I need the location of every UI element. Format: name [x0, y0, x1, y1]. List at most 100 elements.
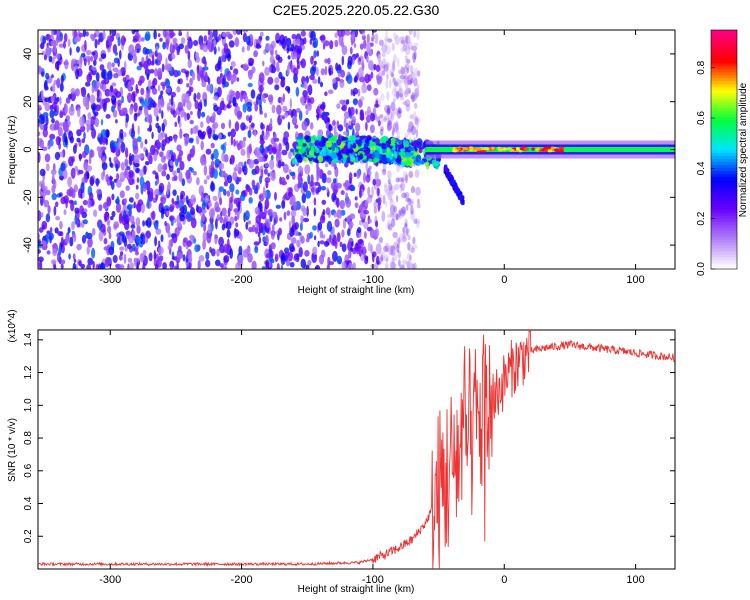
noise-cell	[328, 123, 333, 132]
noise-cell	[341, 55, 345, 66]
noise-cell	[394, 183, 400, 191]
noise-cell	[92, 260, 95, 269]
noise-cell	[276, 66, 280, 73]
colorbar-step	[711, 68, 737, 73]
noise-cell	[127, 92, 132, 104]
noise-cell	[390, 245, 396, 257]
noise-cell	[91, 84, 95, 94]
noise-cell	[289, 227, 295, 237]
noise-cell	[207, 202, 212, 208]
noise-cell	[321, 199, 327, 205]
noise-cell	[398, 69, 402, 75]
noise-cell	[313, 60, 317, 65]
noise-cell	[337, 30, 344, 38]
spectrogram-ylabel: Frequency (Hz)	[7, 116, 18, 185]
noise-cell	[387, 105, 391, 114]
colorbar-step	[711, 56, 737, 61]
noise-cell	[234, 37, 240, 48]
noise-cell	[415, 186, 421, 196]
noise-cell	[82, 151, 87, 159]
noise-cell	[377, 120, 381, 127]
noise-cell	[79, 205, 84, 215]
signal-peak	[531, 147, 535, 151]
transition-cell	[386, 147, 391, 155]
noise-cell	[50, 169, 57, 176]
noise-cell	[153, 249, 156, 261]
noise-cell	[158, 108, 162, 114]
noise-cell	[404, 63, 410, 70]
y-tick-label: 0.8	[23, 431, 34, 445]
noise-cell	[347, 55, 353, 66]
noise-cell	[354, 196, 358, 201]
colorbar-step	[711, 170, 737, 174]
noise-cell	[102, 168, 106, 177]
noise-cell	[218, 33, 222, 41]
snr-ylabel: SNR (10 * v/v)	[7, 418, 18, 482]
signal-peak	[553, 148, 560, 152]
noise-cell	[133, 163, 140, 168]
colorbar-step	[711, 248, 737, 252]
transition-cell	[343, 145, 347, 150]
noise-cell	[178, 150, 184, 157]
noise-cell	[146, 189, 151, 196]
noise-cell	[105, 114, 111, 119]
noise-cell	[293, 51, 298, 60]
transition-cell	[302, 143, 307, 147]
noise-cell	[364, 231, 367, 239]
noise-cell	[265, 234, 269, 246]
noise-cell	[398, 259, 401, 267]
noise-cell	[293, 201, 297, 210]
colorbar-step	[711, 77, 737, 82]
colorbar-step	[711, 152, 737, 156]
signal-peak	[547, 149, 553, 153]
transition-cell	[321, 135, 325, 143]
signal-peak	[516, 147, 520, 151]
noise-cell	[190, 167, 194, 173]
noise-cell	[307, 259, 312, 266]
noise-cell	[383, 183, 388, 188]
noise-cell	[75, 68, 79, 80]
noise-cell	[124, 246, 128, 252]
noise-cell	[205, 251, 210, 261]
noise-cell	[391, 130, 395, 138]
noise-cell	[169, 204, 175, 210]
noise-cell	[40, 42, 45, 50]
noise-cell	[106, 178, 111, 186]
noise-cell	[86, 264, 91, 269]
signal-peak	[536, 147, 540, 151]
colorbar-step	[711, 215, 737, 219]
noise-cell	[76, 59, 80, 65]
noise-cell	[316, 50, 320, 57]
noise-cell	[378, 39, 384, 46]
noise-cell	[312, 78, 318, 84]
noise-cell	[176, 261, 179, 269]
noise-cell	[320, 68, 326, 76]
noise-cell	[160, 213, 164, 219]
noise-cell	[72, 262, 76, 269]
noise-cell	[364, 199, 369, 207]
noise-cell	[415, 218, 421, 225]
noise-cell	[265, 218, 271, 229]
noise-cell	[405, 103, 411, 112]
noise-cell	[358, 98, 363, 109]
noise-cell	[267, 208, 274, 217]
noise-cell	[360, 96, 365, 101]
noise-cell	[151, 87, 158, 95]
noise-cell	[400, 67, 405, 77]
colorbar-step	[711, 143, 737, 148]
noise-cell	[73, 30, 77, 40]
noise-cell	[293, 230, 299, 237]
noise-cell	[376, 76, 382, 85]
noise-cell	[373, 229, 378, 241]
noise-cell	[223, 181, 228, 187]
noise-cell	[135, 217, 141, 227]
noise-cell	[128, 169, 134, 178]
noise-cell	[186, 211, 191, 218]
noise-cell	[180, 68, 187, 73]
noise-cell	[392, 54, 397, 64]
noise-cell	[116, 142, 121, 150]
noise-cell	[111, 95, 116, 104]
noise-cell	[133, 257, 137, 267]
noise-cell	[137, 125, 140, 136]
noise-cell	[290, 209, 297, 218]
